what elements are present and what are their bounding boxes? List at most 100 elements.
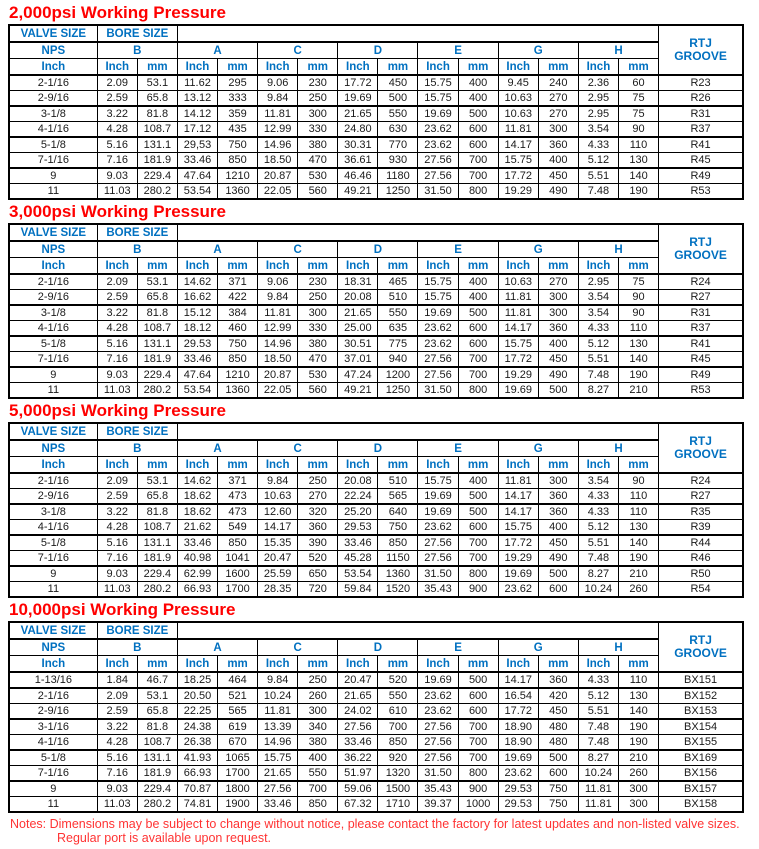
- cell-value: 18.62: [176, 503, 219, 520]
- cell-rtj-groove: R44: [658, 534, 744, 551]
- cell-value: 260: [297, 687, 339, 704]
- cell-value: 11.03: [96, 382, 138, 399]
- cell-value: 7.16: [96, 765, 138, 782]
- table-row: 4-1/16 4.28 108.7 21.62 549 14.17 360 29.53 750 2…: [8, 519, 744, 536]
- cell-value: 5.16: [96, 749, 138, 766]
- unit-inch-header: Inch: [96, 655, 138, 673]
- cell-value: 14.17: [497, 671, 539, 689]
- cell-value: 750: [217, 136, 259, 153]
- cell-nps: 9: [8, 366, 98, 383]
- cell-value: 17.12: [176, 121, 219, 138]
- cell-rtj-groove: BX155: [658, 734, 744, 751]
- cell-value: 473: [217, 488, 259, 505]
- cell-value: 190: [617, 366, 660, 383]
- unit-mm-header: mm: [457, 58, 499, 76]
- cell-value: 15.12: [176, 304, 219, 321]
- cell-value: 46.7: [136, 671, 178, 689]
- cell-value: 229.4: [136, 167, 178, 184]
- cell-value: 12.99: [257, 320, 299, 337]
- unit-inch-header: Inch: [417, 58, 459, 76]
- cell-value: 81.8: [136, 304, 178, 321]
- cell-value: 422: [217, 289, 259, 306]
- unit-mm-header: mm: [217, 58, 259, 76]
- cell-rtj-groove: BX151: [658, 671, 744, 689]
- cell-rtj-groove: R31: [658, 105, 744, 122]
- cell-value: 600: [457, 136, 499, 153]
- cell-value: 1520: [377, 581, 419, 598]
- cell-value: 15.35: [257, 534, 299, 551]
- cell-value: 14.17: [497, 320, 539, 337]
- unit-inch-header: Inch: [497, 655, 539, 673]
- cell-value: 24.38: [176, 718, 219, 735]
- cell-value: 14.96: [257, 734, 299, 751]
- cell-value: 59.84: [337, 581, 379, 598]
- column-group-B: B: [96, 439, 178, 457]
- cell-value: 9.03: [96, 565, 138, 582]
- cell-value: 181.9: [136, 765, 178, 782]
- unit-mm-header: mm: [136, 655, 178, 673]
- cell-nps: 3-1/8: [8, 304, 98, 321]
- cell-value: 480: [537, 734, 579, 751]
- cell-value: 11.03: [96, 581, 138, 598]
- cell-value: 800: [457, 765, 499, 782]
- cell-value: 27.56: [257, 780, 299, 797]
- cell-value: 600: [457, 335, 499, 352]
- cell-value: 11.81: [577, 780, 619, 797]
- unit-inch-header: Inch: [337, 257, 379, 275]
- table-row: 5-1/8 5.16 131.1 29,53 750 14.96 380 30.31 770 23…: [8, 136, 744, 153]
- cell-value: 29.53: [497, 796, 539, 813]
- table-body: 2-1/16 2.09 53.1 11.62 295 9.06 230 17.72 450 15.…: [8, 74, 744, 200]
- cell-value: 450: [537, 534, 579, 551]
- cell-value: 18.12: [176, 320, 219, 337]
- cell-value: 49.21: [337, 183, 379, 200]
- cell-nps: 11: [8, 382, 98, 399]
- cell-value: 22.24: [337, 488, 379, 505]
- cell-value: 15.75: [257, 749, 299, 766]
- cell-value: 81.8: [136, 503, 178, 520]
- cell-value: 66.93: [176, 581, 219, 598]
- cell-value: 1210: [217, 366, 259, 383]
- cell-value: 850: [217, 534, 259, 551]
- cell-value: 1200: [377, 366, 419, 383]
- cell-value: 700: [457, 534, 499, 551]
- cell-value: 20.87: [257, 366, 299, 383]
- cell-value: 260: [617, 765, 660, 782]
- cell-value: 500: [457, 671, 499, 689]
- header-row-units: Inch Inch mm Inch mm Inch mm Inch mm Inc…: [8, 257, 743, 275]
- dimensions-table: VALVE SIZE BORE SIZE RTJ GROOVE NPS B A …: [8, 422, 744, 598]
- cell-value: 2.59: [96, 289, 138, 306]
- column-group-A: A: [176, 638, 259, 656]
- table-row: 3-1/16 3.22 81.8 24.38 619 13.39 340 27.56 700 27…: [8, 718, 744, 735]
- cell-value: 24.80: [337, 121, 379, 138]
- cell-value: 9.84: [257, 671, 299, 689]
- cell-value: 33.46: [337, 734, 379, 751]
- valve-size-header: VALVE SIZE: [8, 621, 98, 640]
- cell-value: 28.35: [257, 581, 299, 598]
- unit-inch-header: Inch: [577, 456, 619, 474]
- cell-value: 110: [617, 671, 660, 689]
- cell-value: 2.59: [96, 90, 138, 107]
- cell-value: 62.99: [176, 565, 219, 582]
- cell-value: 18.50: [257, 152, 299, 169]
- cell-value: 900: [457, 581, 499, 598]
- cell-value: 3.54: [577, 304, 619, 321]
- cell-nps: 4-1/16: [8, 320, 98, 337]
- cell-rtj-groove: BX157: [658, 780, 744, 797]
- cell-value: 270: [537, 90, 579, 107]
- cell-value: 2.59: [96, 703, 138, 720]
- cell-value: 41.93: [176, 749, 219, 766]
- cell-value: 600: [537, 765, 579, 782]
- cell-nps: 5-1/8: [8, 749, 98, 766]
- cell-value: 565: [377, 488, 419, 505]
- cell-value: 25.20: [337, 503, 379, 520]
- unit-mm-header: mm: [617, 257, 660, 275]
- cell-value: 190: [617, 734, 660, 751]
- cell-value: 27.56: [417, 550, 459, 567]
- cell-value: 1360: [377, 565, 419, 582]
- cell-value: 800: [457, 183, 499, 200]
- unit-inch-header: Inch: [577, 257, 619, 275]
- column-group-C: C: [257, 240, 339, 258]
- cell-value: 750: [217, 335, 259, 352]
- cell-value: 14.12: [176, 105, 219, 122]
- cell-value: 850: [377, 734, 419, 751]
